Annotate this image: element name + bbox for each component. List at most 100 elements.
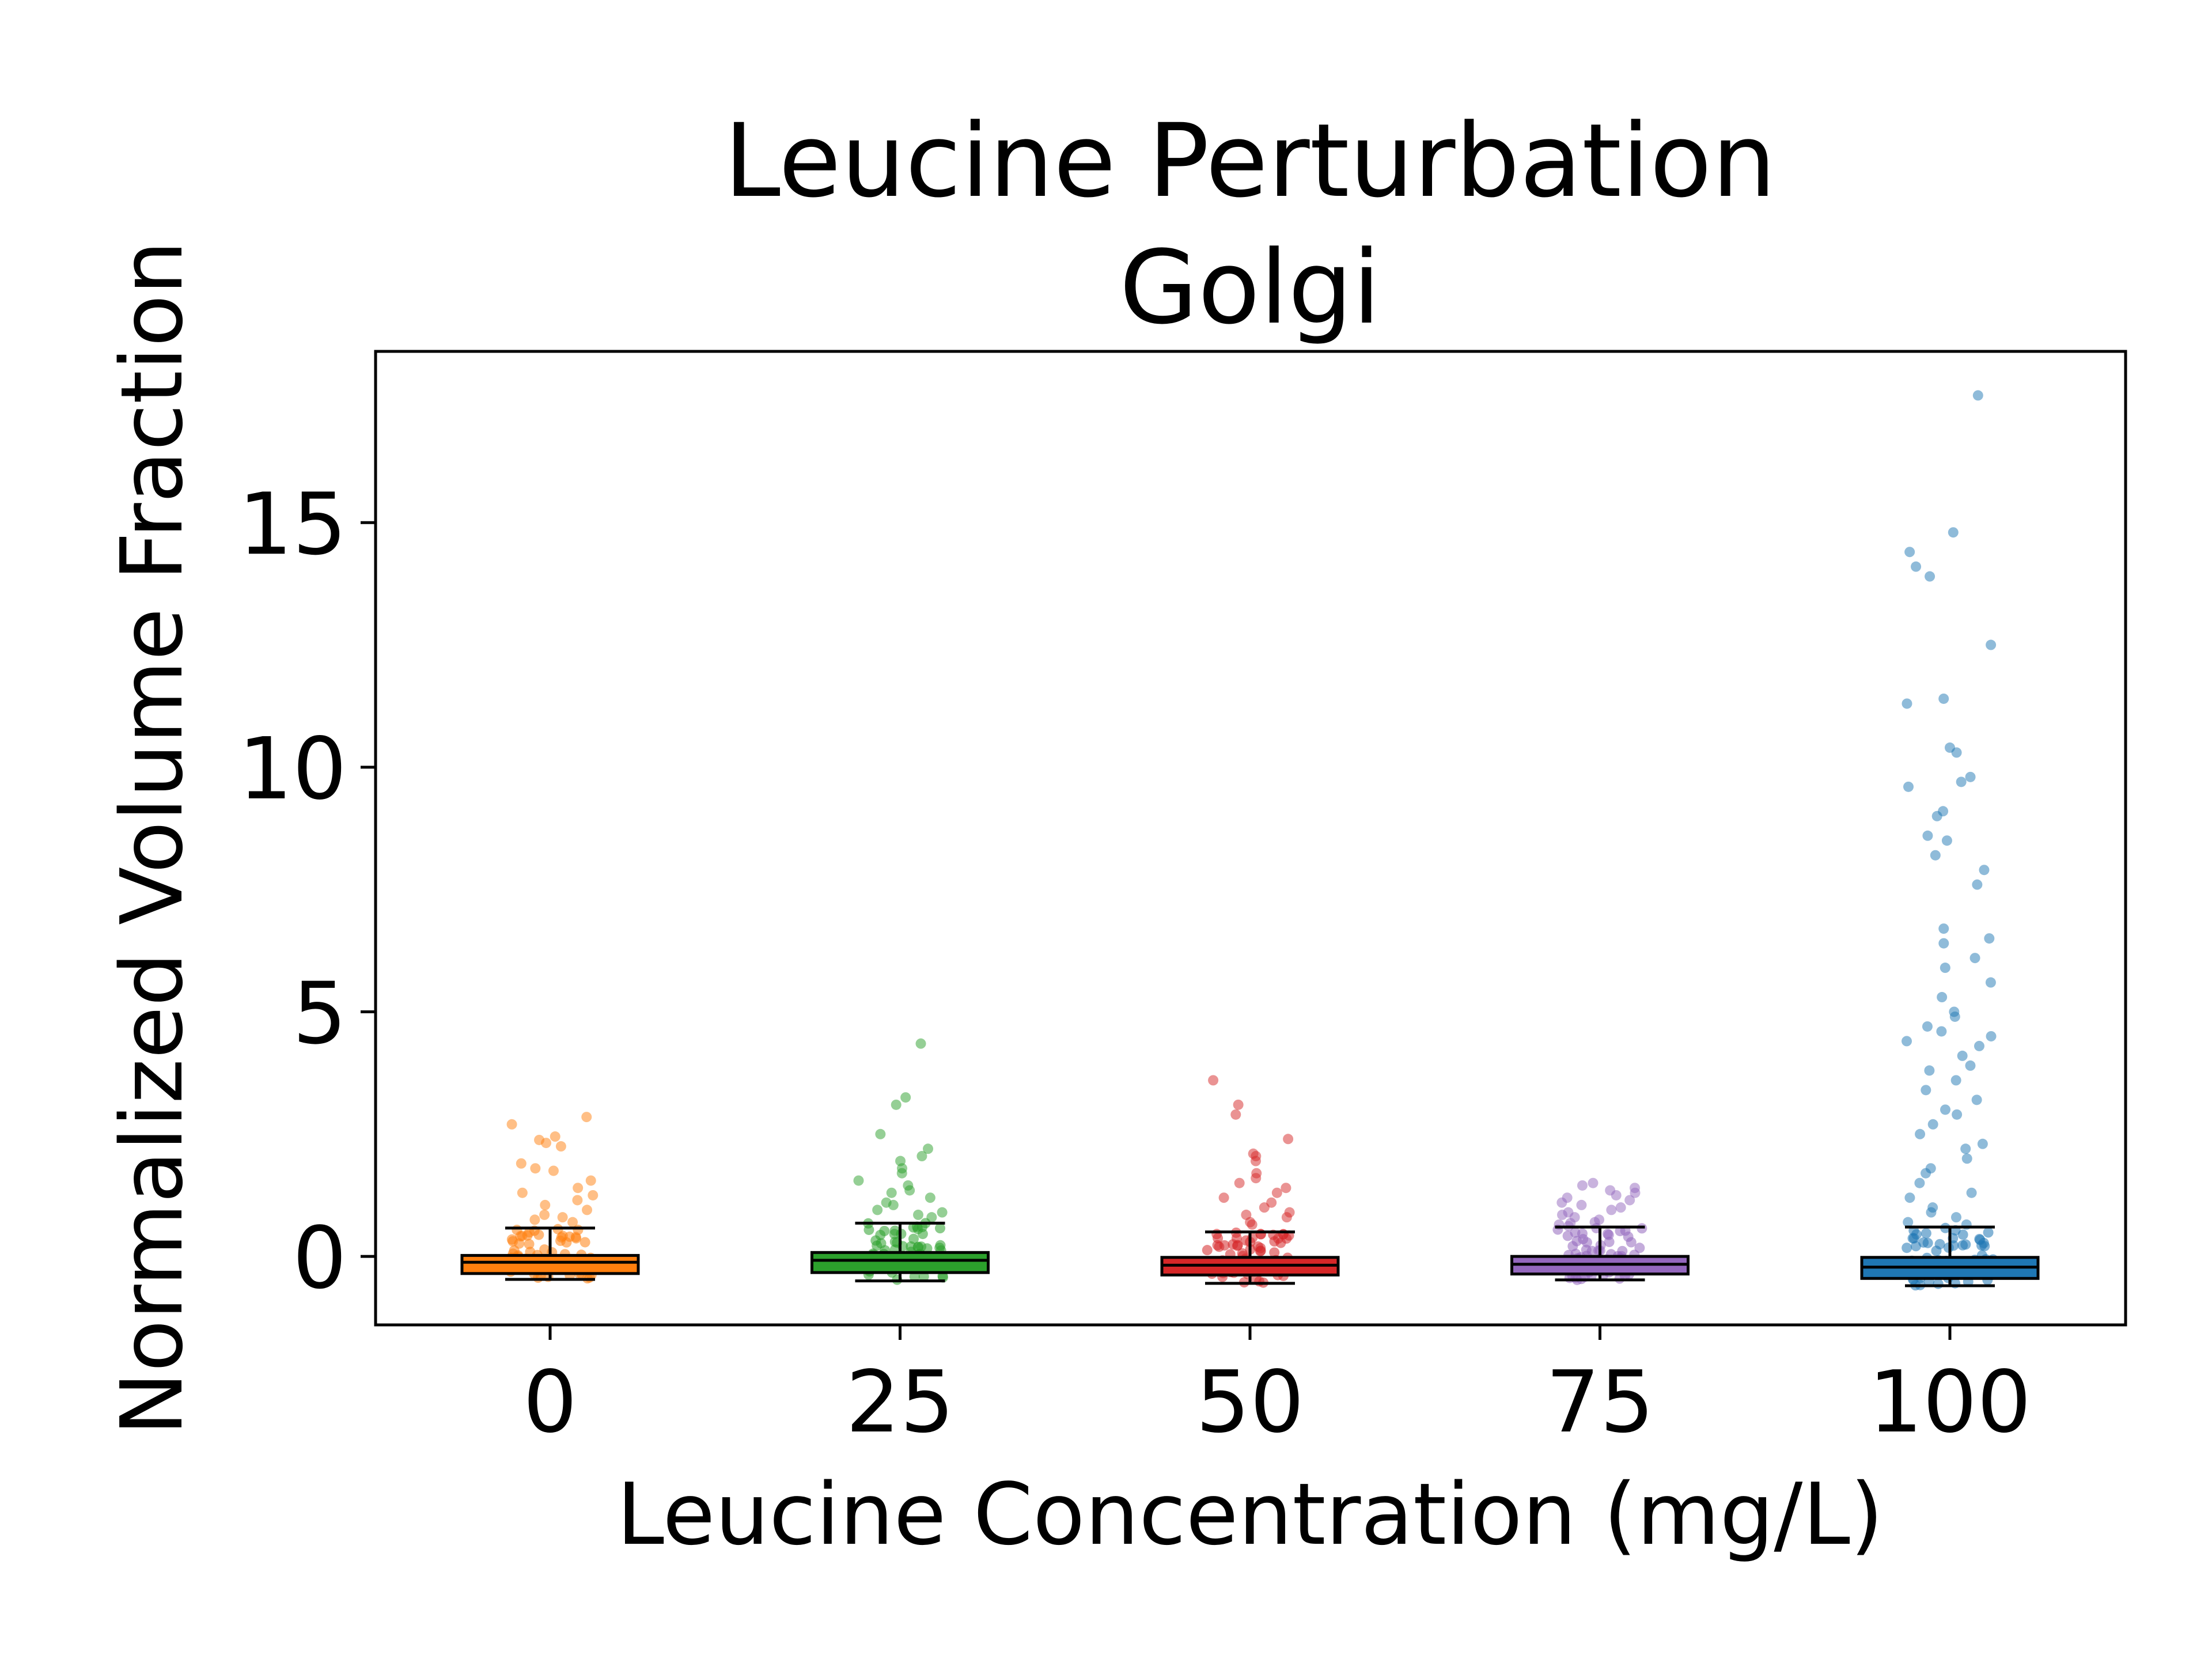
data-point xyxy=(1922,830,1933,841)
data-point xyxy=(1933,1278,1944,1289)
data-point xyxy=(1617,1245,1628,1256)
y-tick-label: 15 xyxy=(238,475,347,574)
data-point xyxy=(1902,1243,1912,1253)
data-point xyxy=(1904,1192,1915,1203)
data-point xyxy=(1576,1199,1587,1210)
data-point xyxy=(1972,879,1983,890)
data-point xyxy=(1556,1197,1567,1208)
data-point xyxy=(889,1229,900,1240)
data-point xyxy=(1921,1085,1931,1096)
data-point xyxy=(572,1195,583,1206)
data-point xyxy=(567,1217,578,1228)
data-point xyxy=(915,1038,926,1049)
data-point xyxy=(1936,1026,1947,1037)
y-axis-label: Normalized Volume Fraction xyxy=(103,241,202,1436)
data-point xyxy=(1615,1202,1626,1213)
data-point xyxy=(904,1185,915,1196)
data-point xyxy=(1925,571,1936,582)
data-point xyxy=(1272,1233,1283,1244)
data-point xyxy=(588,1190,599,1200)
y-tick-label: 0 xyxy=(293,1209,347,1308)
data-point xyxy=(1281,1183,1291,1194)
data-point xyxy=(1908,1233,1919,1244)
data-point xyxy=(937,1207,948,1218)
plot-area xyxy=(460,390,2040,1291)
data-point xyxy=(1948,527,1959,538)
x-tick-label: 50 xyxy=(1196,1353,1304,1452)
data-point xyxy=(1951,747,1962,758)
data-point xyxy=(539,1209,550,1220)
data-point xyxy=(917,1229,928,1240)
data-point xyxy=(550,1131,560,1142)
box-group xyxy=(460,1112,640,1284)
data-point xyxy=(908,1233,919,1244)
data-point xyxy=(863,1224,874,1235)
data-point xyxy=(912,1209,923,1220)
data-point xyxy=(925,1192,935,1203)
data-point xyxy=(923,1143,934,1154)
data-point xyxy=(1902,698,1912,709)
data-point xyxy=(1972,390,1983,401)
data-point xyxy=(1950,1075,1961,1086)
data-point xyxy=(1938,693,1949,704)
data-point xyxy=(1957,1240,1968,1251)
data-point xyxy=(1969,953,1980,964)
data-point xyxy=(1950,1212,1961,1223)
data-point xyxy=(900,1092,911,1103)
data-point xyxy=(1930,850,1941,861)
data-point xyxy=(872,1205,883,1215)
data-point xyxy=(1949,1011,1960,1022)
data-point xyxy=(1940,963,1950,974)
data-point xyxy=(530,1163,541,1174)
data-point xyxy=(1606,1205,1617,1215)
data-point xyxy=(1247,1219,1257,1230)
data-point xyxy=(1966,1187,1977,1198)
data-point xyxy=(1283,1134,1294,1145)
data-point xyxy=(555,1141,566,1152)
data-point xyxy=(1911,561,1922,572)
data-point xyxy=(1630,1187,1641,1198)
data-point xyxy=(889,1236,900,1247)
data-point xyxy=(516,1158,527,1169)
data-point xyxy=(1250,1156,1261,1166)
data-point xyxy=(1978,1237,1989,1248)
data-point xyxy=(909,1271,920,1282)
data-point xyxy=(1604,1236,1615,1247)
data-point xyxy=(579,1237,590,1248)
data-point xyxy=(853,1175,864,1186)
data-point xyxy=(872,1240,882,1251)
data-point xyxy=(1952,1109,1963,1120)
data-point xyxy=(1634,1243,1645,1253)
data-point xyxy=(1577,1180,1588,1191)
chart-title: Leucine Perturbation xyxy=(724,102,1776,220)
x-tick-label: 0 xyxy=(523,1353,577,1452)
data-point xyxy=(1233,1099,1244,1110)
box xyxy=(460,1253,640,1275)
x-axis: 0 25 50 75 100 xyxy=(523,1325,2031,1452)
data-point xyxy=(1977,1138,1988,1149)
data-point xyxy=(1938,923,1949,934)
data-point xyxy=(1202,1245,1213,1256)
data-point xyxy=(1922,1021,1933,1032)
data-point xyxy=(1957,1050,1968,1061)
data-point xyxy=(1624,1195,1635,1206)
data-point xyxy=(934,1223,945,1234)
x-axis-label: Leucine Concentration (mg/L) xyxy=(616,1465,1883,1564)
data-point xyxy=(1232,1240,1243,1251)
data-point xyxy=(1921,1228,1931,1238)
data-point xyxy=(1211,1229,1222,1240)
data-point xyxy=(896,1168,907,1179)
data-point xyxy=(1941,835,1952,846)
data-point xyxy=(1924,1065,1935,1076)
data-point xyxy=(1956,777,1967,787)
data-point xyxy=(1921,1168,1931,1179)
data-point xyxy=(1271,1187,1282,1198)
data-point xyxy=(1922,1237,1933,1248)
data-point xyxy=(541,1138,552,1149)
data-point xyxy=(1904,547,1915,558)
data-point xyxy=(557,1212,568,1223)
data-point xyxy=(1957,1229,1968,1240)
data-point xyxy=(1961,1153,1972,1164)
data-point xyxy=(1611,1190,1622,1200)
data-point xyxy=(916,1241,927,1252)
